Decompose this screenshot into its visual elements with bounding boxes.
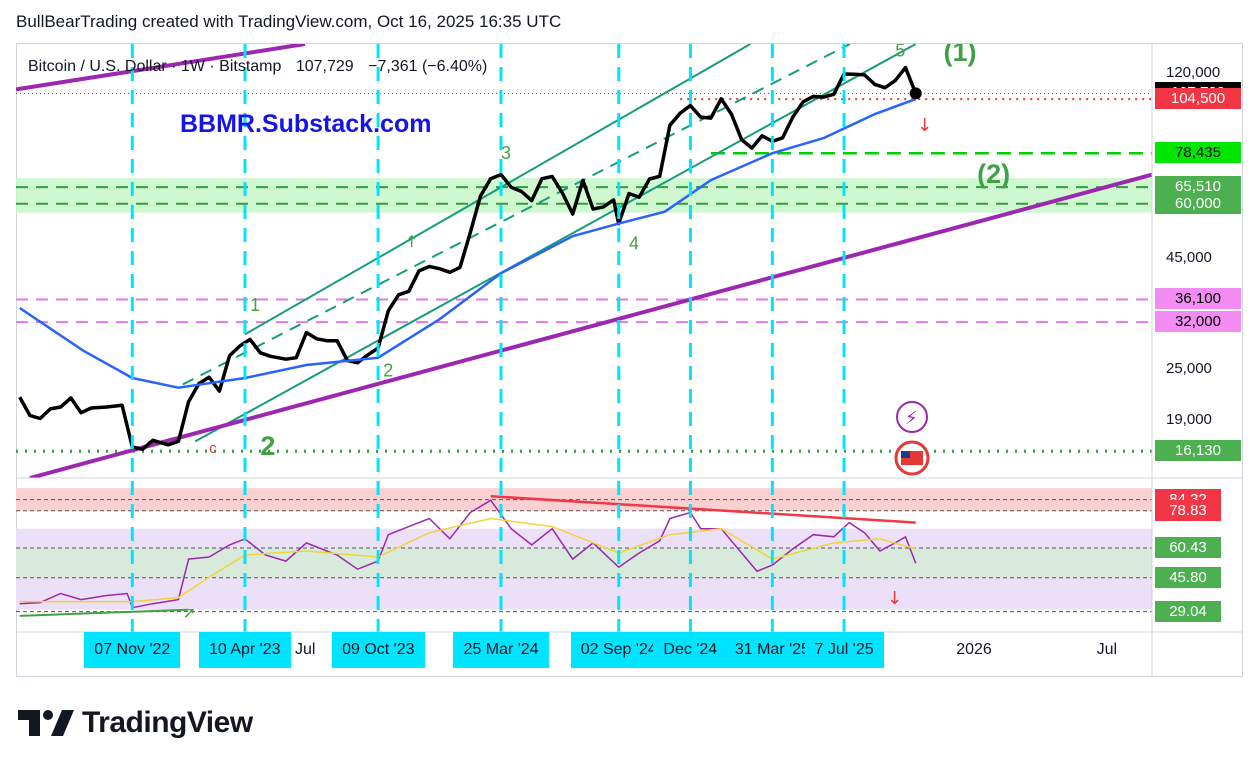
rsi-band (16, 548, 1152, 578)
time-axis-label: 2026 (956, 641, 992, 658)
wave-label: 2 (260, 431, 275, 461)
chart-frame (16, 43, 1243, 677)
wave-label: 5 (895, 41, 905, 61)
time-axis-label: 7 Jul '25 (804, 632, 884, 668)
us-flag-canton (901, 451, 910, 458)
price-axis-label: 36,100 (1155, 288, 1241, 310)
wave-label: 3 (501, 143, 511, 163)
time-axis-label: 07 Nov '22 (84, 632, 181, 668)
rsi-axis-label: 45.80 (1155, 566, 1221, 588)
rsi-axis-label: 78.83 (1155, 499, 1221, 521)
price-axis-label: 78,435 (1155, 142, 1241, 164)
time-axis-label: Jul (1096, 641, 1118, 658)
chart-credit: BullBearTrading created with TradingView… (16, 12, 562, 31)
rsi-support-line (19, 608, 189, 617)
wave-label: (2) (977, 159, 1010, 189)
up-arrow-icon: ➚ (183, 603, 196, 622)
rsi-ma-series (19, 517, 916, 603)
tradingview-brand: TradingView (82, 706, 253, 739)
rsi-pane (16, 488, 1152, 617)
trendline-long-high (16, 44, 306, 92)
rsi-trendline (490, 494, 916, 524)
footer-logo[interactable]: TradingView (18, 706, 253, 740)
time-axis-label: 10 Apr '23 (198, 632, 291, 668)
price-axis-label: 60,000 (1155, 192, 1241, 214)
wave-label: 1 (250, 295, 260, 315)
last-price-dot (909, 87, 922, 100)
trendline-long-low (29, 172, 1152, 478)
price-axis-label: 65,510 (1155, 176, 1241, 198)
price-axis-label: 104,500 (1155, 88, 1241, 110)
time-axis-label: 31 Mar '25 (724, 632, 820, 668)
wave-label: 2 (383, 360, 393, 380)
time-axis-label: 25 Mar '24 (453, 632, 549, 668)
rsi-series (19, 499, 917, 609)
moving-average-series (19, 97, 917, 389)
rsi-axis-label: 60.43 (1155, 537, 1221, 559)
down-arrow-icon: ↓ (917, 115, 932, 136)
rsi-axis-label: 29.04 (1155, 600, 1221, 622)
symbol-legend[interactable]: Bitcoin / U.S. Dollar · 1W · Bitstamp 10… (28, 58, 487, 76)
symbol-change: −7,361 (−6.40%) (368, 58, 488, 75)
price-axis-label: 32,000 (1155, 311, 1241, 333)
channel-upper (244, 44, 751, 336)
time-axis-label: Jul (294, 641, 316, 658)
price-series (18, 65, 918, 452)
wave-label: c (209, 440, 217, 457)
lightning-icon-glyph: ⚡ (905, 408, 918, 429)
up-arrow-icon: ↑ (405, 232, 418, 251)
channel-mid (182, 44, 851, 386)
time-axis-label: 09 Oct '23 (332, 632, 425, 668)
main-pane: 1 2 3 4 5 (1) (2) 2 c (16, 37, 1152, 478)
price-axis-tick: 45,000 (1166, 248, 1212, 266)
down-arrow-icon: ↓ (887, 588, 902, 609)
price-axis-tick: 19,000 (1166, 411, 1212, 429)
tradingview-logo-icon (18, 710, 74, 736)
price-axis-tick: 25,000 (1166, 359, 1212, 377)
time-axis-label: Dec '24 (653, 632, 728, 668)
wave-label: 4 (629, 234, 639, 254)
substack-link[interactable]: BBMR.Substack.com (180, 110, 432, 138)
price-axis-label: 16,130 (1155, 440, 1241, 462)
price-axis-tick: 120,000 (1166, 64, 1221, 82)
symbol-last-price: 107,729 (295, 58, 354, 75)
wave-label: (1) (944, 37, 977, 67)
lightning-icon (896, 401, 928, 433)
symbol-name: Bitcoin / U.S. Dollar · 1W · Bitstamp (28, 58, 282, 75)
channel-lower (194, 44, 917, 443)
time-axis-label: 02 Sep '24 (570, 632, 667, 668)
